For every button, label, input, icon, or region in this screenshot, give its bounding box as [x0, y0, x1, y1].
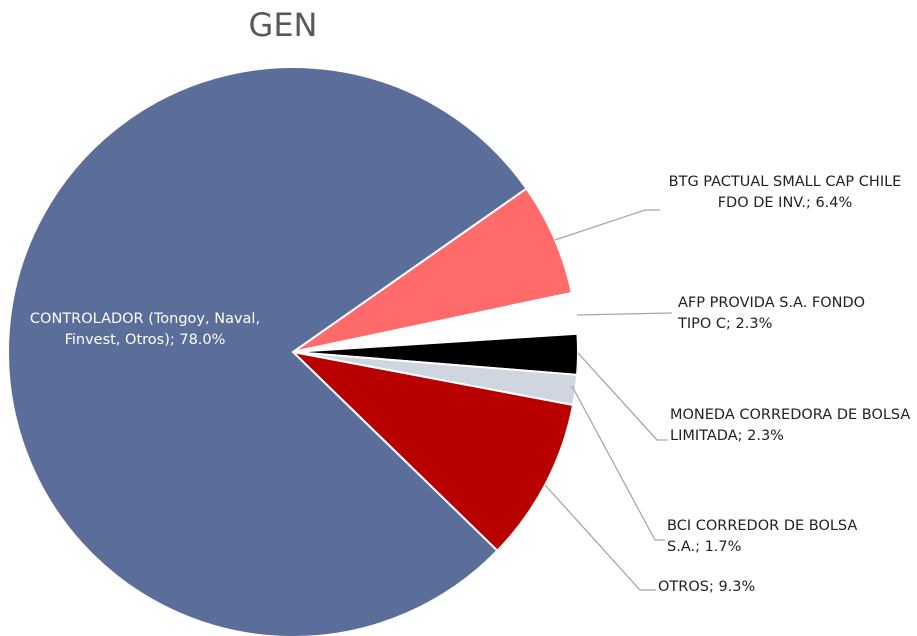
leader-line	[554, 209, 660, 241]
data-label: OTROS; 9.3%	[658, 579, 756, 595]
data-label: AFP PROVIDA S.A. FONDO TIPO C; 2.3%	[678, 295, 866, 332]
pie-slice	[7, 66, 528, 636]
pie-slice	[292, 187, 573, 353]
leader-line	[577, 352, 668, 441]
data-label: MONEDA CORREDORA DE BOLSA LIMITADA; 2.3%	[670, 407, 911, 444]
data-label: CONTROLADOR (Tongoy, Naval, Finvest, Otr…	[29, 311, 261, 348]
data-label: BTG PACTUAL SMALL CAP CHILE FDO DE INV.;…	[668, 174, 902, 211]
leader-line	[544, 484, 656, 591]
data-label: BCI CORREDOR DE BOLSA S.A.; 1.7%	[667, 518, 858, 555]
pie-slice	[289, 350, 575, 553]
chart-title: GEN	[248, 6, 318, 44]
leader-line	[576, 312, 673, 316]
leader-line	[571, 385, 665, 541]
